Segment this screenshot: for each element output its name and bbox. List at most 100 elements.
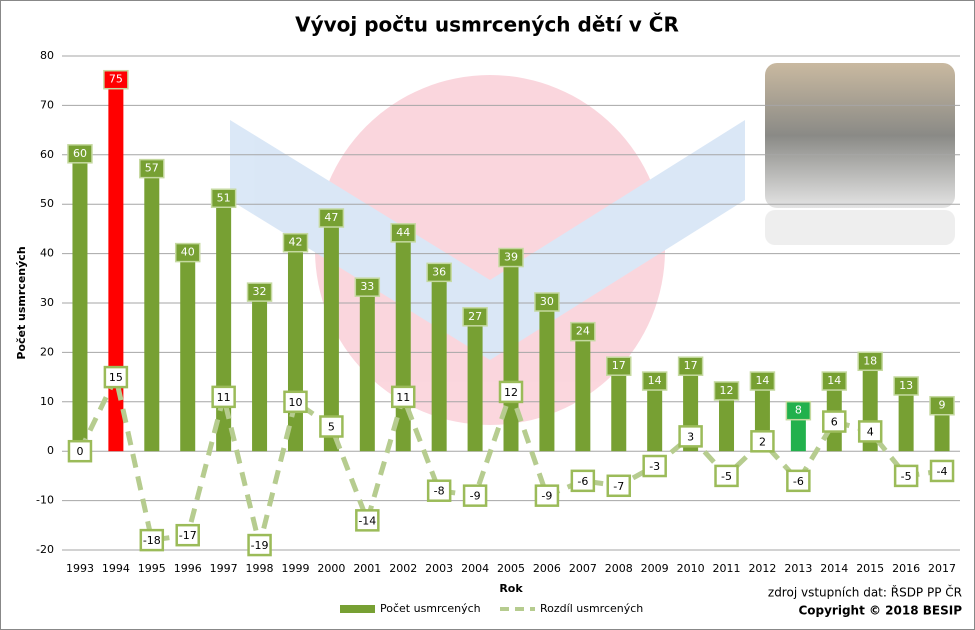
line-label-box	[139, 528, 165, 552]
bar	[323, 219, 339, 452]
bar-label: 30	[540, 295, 554, 308]
bar	[611, 367, 627, 452]
bar-label-box	[246, 282, 273, 302]
bar	[359, 288, 375, 452]
line-label: -9	[541, 490, 552, 503]
bar	[72, 154, 88, 452]
line-label-box	[750, 430, 775, 453]
y-tick-label: -20	[36, 543, 54, 556]
bar-label-box	[606, 356, 632, 376]
y-axis-title: Počet usmrcených	[15, 246, 28, 359]
bar-label-box	[893, 376, 919, 396]
legend-swatch	[340, 605, 375, 613]
line-label-box	[498, 380, 524, 404]
bar-label-box	[713, 381, 740, 401]
bar-label: 12	[720, 384, 734, 397]
bar-label: 44	[396, 226, 410, 239]
bar	[647, 382, 663, 452]
line-label: -4	[937, 465, 948, 478]
x-tick-label: 1998	[246, 562, 274, 575]
bar-label: 42	[288, 236, 302, 249]
line-label: -19	[251, 539, 269, 552]
copyright: Copyright © 2018 BESIP	[798, 604, 962, 618]
bar	[790, 411, 806, 452]
bar	[252, 293, 268, 452]
x-tick-label: 2003	[425, 562, 453, 575]
photo-reflection	[765, 210, 955, 245]
line-label: -3	[649, 460, 660, 473]
line-label-box	[534, 484, 560, 507]
line-label-box	[570, 469, 596, 493]
x-tick-label: 2000	[317, 562, 345, 575]
bar-label: 36	[432, 265, 446, 278]
x-tick-label: 1993	[66, 562, 94, 575]
bar-label-box	[174, 242, 201, 263]
photo	[765, 63, 955, 208]
line-label: 4	[867, 425, 874, 438]
bar-label: 24	[576, 325, 590, 338]
bar-label: 33	[360, 280, 374, 293]
bar-label-box	[570, 321, 596, 342]
line-label: -6	[577, 475, 588, 488]
bar-label-box	[857, 351, 883, 372]
bar-label: 14	[755, 374, 769, 387]
line-label-box	[355, 509, 380, 532]
line-label: 6	[831, 416, 838, 429]
x-tick-label: 2016	[892, 562, 920, 575]
x-tick-label: 1997	[210, 562, 238, 575]
bar-label-box	[929, 395, 955, 416]
x-tick-label: 2012	[748, 562, 776, 575]
line-label-box	[893, 464, 919, 488]
bar-label: 14	[827, 374, 841, 387]
y-tick-label: 0	[47, 444, 54, 457]
bar-label: 57	[145, 162, 159, 175]
bar	[180, 253, 196, 452]
bar	[898, 386, 914, 452]
line-label: -9	[470, 490, 481, 503]
line-label-box	[426, 479, 452, 502]
line-label: 15	[109, 371, 123, 384]
line-label-box	[786, 469, 811, 493]
bar-label: 27	[468, 310, 482, 323]
bar-label-box	[390, 223, 416, 243]
line-label: -6	[793, 475, 804, 488]
line-label: -17	[179, 529, 197, 542]
line-label-box	[462, 484, 488, 507]
line-label-box	[822, 410, 847, 433]
y-tick-label: 60	[40, 148, 54, 161]
bar-label-box	[749, 371, 776, 391]
line-label: -18	[143, 534, 161, 547]
bar-label: 32	[253, 285, 267, 298]
bar-label-box	[67, 144, 93, 164]
y-tick-label: 80	[40, 49, 54, 62]
bar-label-box	[354, 277, 381, 297]
x-tick-label: 2004	[461, 562, 489, 575]
bar-label-box	[677, 356, 704, 376]
x-tick-label: 1996	[174, 562, 202, 575]
bar-label: 75	[109, 73, 123, 86]
bar	[144, 169, 160, 452]
bar	[108, 80, 124, 452]
bar-label: 9	[939, 399, 946, 412]
line-label: 12	[504, 386, 518, 399]
x-tick-label: 2006	[533, 562, 561, 575]
line-label: -8	[434, 485, 445, 498]
x-axis-title: Rok	[499, 582, 523, 595]
bar	[719, 391, 735, 452]
bar	[287, 243, 303, 452]
y-tick-label: 20	[40, 345, 54, 358]
x-tick-label: 2017	[928, 562, 956, 575]
bar-label: 60	[73, 147, 87, 160]
x-tick-label: 2007	[569, 562, 597, 575]
chart-title: Vývoj počtu usmrcených dětí v ČR	[295, 13, 679, 37]
bar-label: 17	[612, 359, 626, 372]
line-label: 3	[687, 430, 694, 443]
bar-label-box	[641, 371, 668, 391]
x-tick-label: 1995	[138, 562, 166, 575]
x-tick-label: 2008	[605, 562, 633, 575]
line-label: -14	[358, 514, 376, 527]
line-label: -7	[613, 480, 624, 493]
line-label: 11	[396, 391, 410, 404]
source: zdroj vstupních dat: ŘSDP PP ČR	[768, 585, 962, 600]
legend-label: Rozdíl usmrcených	[540, 602, 643, 615]
